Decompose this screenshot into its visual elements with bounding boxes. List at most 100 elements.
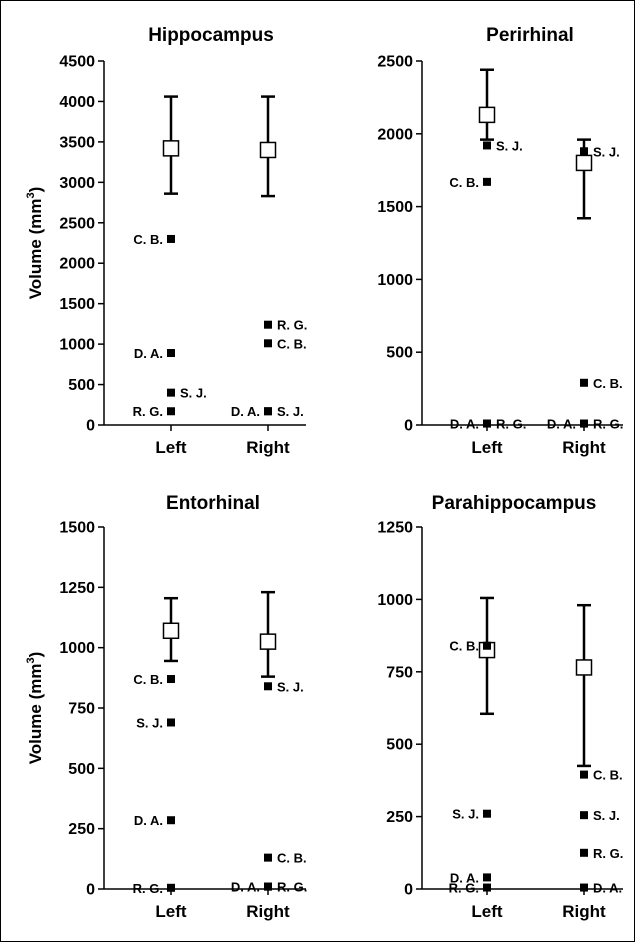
mean-marker <box>162 140 180 157</box>
y-tick-label: 2000 <box>59 256 95 273</box>
patient-point <box>483 419 491 428</box>
y-tick-label: 3000 <box>59 175 95 192</box>
patient-label: C. B. <box>277 851 307 866</box>
patient-point <box>167 816 175 825</box>
y-tick-label: 0 <box>404 418 413 435</box>
patient-point <box>167 234 175 243</box>
patient-label: R. G. <box>496 417 526 432</box>
mean-marker <box>478 106 496 124</box>
x-tick-label: Right <box>246 438 290 457</box>
y-tick-label: 0 <box>404 882 413 899</box>
patient-label: S. J. <box>452 807 479 822</box>
y-tick-label: 500 <box>386 737 413 754</box>
patient-point <box>264 853 272 862</box>
y-tick-label: 0 <box>86 418 95 435</box>
patient-label: S. J. <box>277 679 304 694</box>
x-tick-label: Left <box>155 902 187 921</box>
x-tick-label: Right <box>246 902 290 921</box>
patient-point <box>580 811 588 820</box>
patient-label: C. B. <box>133 672 163 687</box>
patient-point <box>167 718 175 727</box>
patient-point <box>483 883 491 892</box>
patient-label: S. J. <box>593 808 620 823</box>
y-axis-label: Volume (mm3) <box>25 652 45 765</box>
patient-point <box>483 873 491 882</box>
patient-label: D. A. <box>547 417 576 432</box>
patient-label: C. B. <box>277 336 307 351</box>
y-axis-label-close: ) <box>26 652 45 658</box>
patient-label: D. A. <box>593 881 622 896</box>
x-tick-label: Right <box>562 902 606 921</box>
panel-title: Hippocampus <box>148 25 274 46</box>
patient-label: C. B. <box>593 376 623 391</box>
patient-point <box>483 641 491 650</box>
y-tick-label: 750 <box>386 664 413 681</box>
y-tick-label: 3500 <box>59 134 95 151</box>
patient-label: S. J. <box>496 138 523 153</box>
patient-point <box>580 378 588 387</box>
patient-point <box>264 320 272 329</box>
y-tick-label: 0 <box>86 882 95 899</box>
patient-label: D. A. <box>231 404 260 419</box>
panel-title: Perirhinal <box>486 25 574 46</box>
y-tick-label: 1250 <box>377 520 413 537</box>
y-tick-label: 1000 <box>377 592 413 609</box>
y-tick-label: 4500 <box>59 54 95 71</box>
y-tick-label: 2000 <box>377 126 413 143</box>
x-tick-label: Right <box>562 438 606 457</box>
y-tick-label: 1500 <box>59 296 95 313</box>
patient-point <box>167 407 175 416</box>
x-tick-label: Left <box>471 902 503 921</box>
y-tick-label: 1000 <box>377 272 413 289</box>
y-tick-label: 1500 <box>377 199 413 216</box>
patient-label: R. G. <box>277 318 307 333</box>
panel-hippocampus: Hippocampus 0 500 1000 1500 2000 2500 3000 3500 4… <box>25 25 307 457</box>
patient-point <box>483 809 491 818</box>
y-axis-label-sup: 3 <box>25 657 37 663</box>
y-tick-label: 1250 <box>59 580 95 597</box>
patient-label: D. A. <box>450 417 479 432</box>
y-axis-label-text: Volume (mm <box>26 199 45 300</box>
patient-point <box>580 147 588 156</box>
patient-point <box>580 419 588 428</box>
patient-label: C. B. <box>449 639 479 654</box>
patient-label: D. A. <box>231 880 260 895</box>
patient-point <box>483 141 491 150</box>
patient-point <box>580 883 588 892</box>
patient-label: R. G. <box>277 880 307 895</box>
mean-marker <box>575 154 593 172</box>
patient-label: D. A. <box>134 346 163 361</box>
patient-label: R. G. <box>133 881 163 896</box>
mean-marker <box>259 633 277 650</box>
y-axis-label-sup: 3 <box>25 192 37 198</box>
patient-label: R. G. <box>593 417 623 432</box>
mean-marker <box>162 622 180 640</box>
y-tick-label: 2500 <box>59 215 95 232</box>
patient-point <box>264 339 272 348</box>
mean-marker <box>575 659 593 676</box>
patient-label: S. J. <box>180 386 207 401</box>
patient-label: R. G. <box>133 404 163 419</box>
patient-label: R. G. <box>449 881 479 896</box>
panel-entorhinal: Entorhinal 0 250 500 750 1000 1250 1500 Left Righ… <box>25 493 307 921</box>
y-tick-label: 500 <box>68 377 95 394</box>
panel-title: Parahippocampus <box>432 493 597 514</box>
y-tick-label: 1500 <box>59 520 95 537</box>
y-tick-label: 250 <box>386 809 413 826</box>
panel-parahippocampus: Parahippocampus 0 250 500 750 1000 1250 Left Rig… <box>377 493 623 921</box>
patient-point <box>167 675 175 684</box>
y-tick-label: 1000 <box>59 640 95 657</box>
y-axis-label-text: Volume (mm <box>26 664 45 765</box>
y-tick-label: 500 <box>68 761 95 778</box>
panel-title: Entorhinal <box>166 493 260 514</box>
patient-label: C. B. <box>133 232 163 247</box>
y-tick-label: 1000 <box>59 337 95 354</box>
patient-point <box>580 770 588 779</box>
patient-point <box>580 848 588 857</box>
y-axis-label: Volume (mm3) <box>25 187 45 300</box>
x-tick-label: Left <box>471 438 503 457</box>
patient-point <box>167 388 175 397</box>
patient-point <box>483 177 491 186</box>
patient-point <box>167 349 175 358</box>
